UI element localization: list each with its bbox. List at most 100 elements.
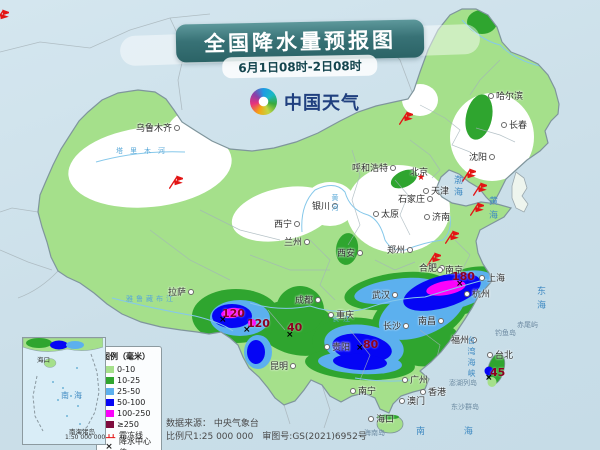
island-label-hainan: 海南岛 bbox=[364, 429, 385, 437]
legend-swatch bbox=[102, 421, 114, 428]
city-wuhan: 武汉 bbox=[372, 288, 399, 301]
scale-approval-line: 比例尺1:25 000 000 审图号:GS(2021)6952号 bbox=[166, 432, 367, 442]
city-marker-icon bbox=[392, 291, 399, 298]
legend-row-center: × 降水中心值 bbox=[102, 437, 158, 450]
city-lhasa: 拉萨 bbox=[168, 285, 195, 298]
city-yinchuan: 银川 bbox=[312, 199, 339, 212]
city-taipei: 台北 bbox=[487, 348, 513, 361]
city-marker-icon bbox=[487, 351, 493, 358]
city-marker-icon bbox=[399, 397, 405, 404]
forecast-period: 6月1日08时-2日08时 bbox=[222, 54, 378, 79]
city-marker-icon bbox=[438, 317, 445, 324]
city-marker-icon bbox=[420, 388, 426, 395]
center-value-symbol: × bbox=[105, 441, 113, 450]
city-zhengzhou: 郑州 bbox=[387, 243, 414, 256]
city-marker-icon bbox=[488, 92, 494, 99]
city-xining: 西宁 bbox=[274, 217, 301, 230]
city-marker-icon bbox=[294, 220, 301, 227]
sea-label-nanhai: 南 海 bbox=[416, 427, 491, 437]
map-attribution: 数据来源： 中央气象台 比例尺1:25 000 000 审图号:GS(2021)… bbox=[166, 418, 367, 444]
city-marker-icon bbox=[315, 296, 322, 303]
wind-flag-icon bbox=[0, 9, 9, 23]
city-marker-icon bbox=[390, 164, 397, 171]
city-beijing: 北京 bbox=[410, 168, 429, 178]
city-hongkong: 香港 bbox=[420, 385, 446, 398]
inset-scale: 1:50 000 000 bbox=[65, 434, 106, 441]
precip-center-cross-icon: × bbox=[485, 373, 493, 383]
inset-city-haikou: 海口 bbox=[37, 356, 50, 364]
city-marker-icon bbox=[437, 266, 443, 273]
legend-title: 图例（毫米） bbox=[102, 352, 150, 361]
island-label-diaoyu: 钓鱼岛 bbox=[495, 329, 516, 337]
legend-panel: 图例（毫米） 0-10 10-25 25-50 50-100 100-250 ≥… bbox=[96, 346, 162, 450]
korea-outline bbox=[511, 171, 529, 213]
city-kunming: 昆明 bbox=[270, 359, 297, 372]
pinwheel-logo-icon bbox=[250, 88, 277, 115]
legend-row: 25-50 bbox=[102, 386, 158, 397]
city-hangzhou: 杭州 bbox=[464, 287, 490, 300]
inset-sea-label: 南海 bbox=[61, 391, 87, 400]
city-urumqi: 乌鲁木齐 bbox=[136, 121, 181, 134]
city-xian: 西安 bbox=[337, 246, 364, 259]
city-marker-icon bbox=[174, 124, 181, 131]
legend-swatch bbox=[102, 377, 114, 384]
city-marker-icon bbox=[424, 213, 430, 220]
legend-row: 100-250 bbox=[102, 408, 158, 419]
precip-center-value: 180 bbox=[452, 270, 475, 283]
city-harbin: 哈尔滨 bbox=[488, 89, 523, 102]
city-tianjin: 天津 bbox=[423, 184, 449, 197]
city-marker-icon bbox=[188, 288, 195, 295]
city-marker-icon bbox=[304, 238, 311, 245]
capital-star-icon: ★ bbox=[417, 173, 426, 183]
city-chengdu: 成都 bbox=[295, 293, 322, 306]
city-marker-icon bbox=[332, 202, 339, 209]
island-label-chiwei: 赤尾屿 bbox=[517, 321, 538, 329]
china-border bbox=[37, 8, 560, 414]
city-guiyang: 贵阳 bbox=[324, 340, 350, 353]
city-marker-icon bbox=[489, 153, 496, 160]
city-marker-icon bbox=[290, 362, 297, 369]
sea-label-huanghai: 黄海 bbox=[487, 196, 497, 224]
city-marker-icon bbox=[407, 246, 414, 253]
south-china-sea-inset: 海口 南海 南海诸岛 1:50 000 000 bbox=[22, 337, 106, 445]
city-hohhot: 呼和浩特 bbox=[352, 161, 397, 174]
city-marker-icon bbox=[328, 311, 334, 318]
city-nanjing: 南京 bbox=[437, 263, 463, 276]
inset-name: 南海诸岛 bbox=[69, 428, 95, 436]
legend-row: 10-25 bbox=[102, 375, 158, 386]
city-marker-icon bbox=[324, 343, 330, 350]
legend-row: 50-100 bbox=[102, 397, 158, 408]
city-nanning: 南宁 bbox=[350, 384, 376, 397]
city-guangzhou: 广州 bbox=[402, 373, 428, 386]
precip-center-value: 45 bbox=[490, 366, 506, 379]
precip-center-value: 80 bbox=[363, 338, 379, 351]
precip-center-cross-icon: × bbox=[456, 279, 464, 289]
legend-swatch bbox=[102, 366, 114, 373]
sea-label-taiwan-strait: 台湾海峡 bbox=[467, 336, 476, 380]
legend-row: ≥250 bbox=[102, 419, 158, 430]
city-shijiazhuang: 石家庄 bbox=[398, 192, 434, 205]
legend-swatch bbox=[102, 399, 114, 406]
city-shenyang: 沈阳 bbox=[469, 150, 496, 163]
river-label-yellow: 黄河 bbox=[331, 194, 339, 214]
china-weather-logo: 中国天气 bbox=[250, 88, 360, 115]
city-haikou: 海口 bbox=[368, 412, 394, 425]
data-source-line: 数据来源： 中央气象台 bbox=[166, 419, 259, 429]
city-marker-icon bbox=[373, 210, 379, 217]
city-changsha: 长沙 bbox=[383, 319, 410, 332]
city-jinan: 济南 bbox=[424, 210, 450, 223]
islands bbox=[376, 353, 506, 434]
precip-center-cross-icon: × bbox=[243, 325, 251, 335]
city-taiyuan: 太原 bbox=[373, 207, 399, 220]
legend-swatch bbox=[102, 388, 114, 395]
river-label-yangtze: 长江 bbox=[332, 315, 354, 323]
city-changchun: 长春 bbox=[501, 118, 527, 131]
city-marker-icon bbox=[350, 387, 356, 394]
precip-center-value: 120 bbox=[222, 307, 245, 320]
precip-center-cross-icon: × bbox=[286, 330, 294, 340]
precip-center-value: 120 bbox=[247, 317, 270, 330]
city-lanzhou: 兰州 bbox=[284, 235, 311, 248]
precip-center-cross-icon: × bbox=[219, 315, 227, 325]
sea-label-donghai: 东海 bbox=[535, 286, 545, 314]
